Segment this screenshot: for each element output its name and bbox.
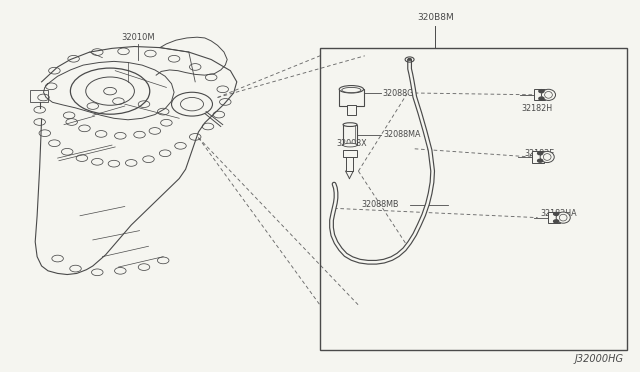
Text: 32088MA: 32088MA xyxy=(383,130,421,139)
Bar xyxy=(346,155,353,171)
Text: 32010M: 32010M xyxy=(122,33,156,42)
Ellipse shape xyxy=(339,86,364,93)
Circle shape xyxy=(408,58,412,61)
Circle shape xyxy=(554,212,559,215)
Ellipse shape xyxy=(342,87,361,93)
Bar xyxy=(320,48,627,350)
Circle shape xyxy=(538,159,543,162)
Circle shape xyxy=(538,152,543,155)
Text: 32008X: 32008X xyxy=(337,139,367,148)
Text: 32182E: 32182E xyxy=(525,149,555,158)
Ellipse shape xyxy=(540,151,554,163)
Text: 32182HA: 32182HA xyxy=(541,209,577,218)
Bar xyxy=(339,89,364,106)
Bar xyxy=(347,105,356,115)
Bar xyxy=(30,90,48,102)
Ellipse shape xyxy=(545,92,552,98)
Bar xyxy=(548,212,560,223)
Text: J32000HG: J32000HG xyxy=(575,354,624,364)
Text: 32088MB: 32088MB xyxy=(362,200,399,209)
Ellipse shape xyxy=(343,143,357,147)
Ellipse shape xyxy=(559,214,567,221)
Ellipse shape xyxy=(541,89,556,100)
Bar xyxy=(343,150,357,157)
Circle shape xyxy=(554,220,559,223)
Ellipse shape xyxy=(543,154,551,160)
Text: 32182H: 32182H xyxy=(521,104,552,113)
Bar xyxy=(532,151,544,163)
Text: 320B8M: 320B8M xyxy=(417,13,454,22)
Circle shape xyxy=(539,90,544,93)
Circle shape xyxy=(539,97,544,100)
Ellipse shape xyxy=(343,123,357,126)
Bar xyxy=(534,89,545,100)
Ellipse shape xyxy=(556,212,570,223)
Text: 32088G: 32088G xyxy=(383,89,414,97)
Bar xyxy=(343,125,357,145)
